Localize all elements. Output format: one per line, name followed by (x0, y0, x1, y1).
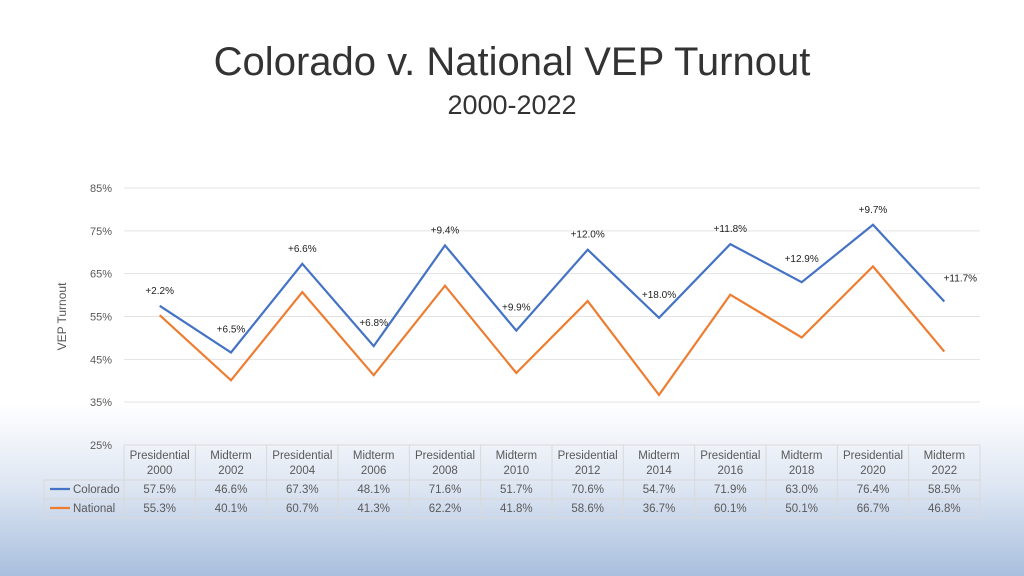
legend-label: Colorado (73, 484, 120, 496)
data-label: +18.0% (642, 290, 676, 301)
y-tick-label: 65% (90, 269, 112, 281)
table-cell: 76.4% (857, 484, 890, 496)
x-tick-label: 2000 (147, 465, 173, 477)
x-tick-label: Midterm (924, 450, 966, 462)
x-tick-label: Midterm (353, 450, 395, 462)
chart-title: Colorado v. National VEP Turnout (213, 40, 811, 84)
table-cell: 63.0% (785, 484, 818, 496)
table-cell: 41.8% (500, 503, 533, 515)
data-label: +9.4% (431, 225, 460, 236)
data-label: +12.0% (571, 230, 605, 241)
table-cell: 41.3% (357, 503, 390, 515)
x-tick-label: Presidential (272, 450, 332, 462)
data-label: +11.7% (944, 274, 978, 285)
series-line-colorado (159, 223, 946, 354)
data-label: +6.8% (359, 318, 388, 329)
table-cell: 60.1% (714, 503, 747, 515)
y-tick-label: 25% (90, 440, 112, 452)
x-tick-label: 2018 (789, 465, 815, 477)
x-tick-label: Midterm (781, 450, 823, 462)
x-tick-label: Presidential (843, 450, 903, 462)
table-cell: 58.5% (928, 484, 961, 496)
x-tick-label: Presidential (130, 450, 190, 462)
x-tick-label: 2002 (218, 465, 244, 477)
table-cell: 60.7% (286, 503, 319, 515)
table-cell: 57.5% (143, 484, 176, 496)
y-tick-label: 75% (90, 226, 112, 238)
x-tick-label: Presidential (700, 450, 760, 462)
chart-subtitle: 2000-2022 (447, 90, 577, 120)
x-tick-label: 2004 (290, 465, 316, 477)
table-cell: 54.7% (643, 484, 676, 496)
y-tick-label: 55% (90, 312, 112, 324)
x-tick-label: Midterm (496, 450, 538, 462)
data-label: +2.2% (145, 286, 174, 297)
x-tick-label: 2016 (718, 465, 744, 477)
x-tick-label: 2008 (432, 465, 458, 477)
x-tick-label: Presidential (415, 450, 475, 462)
y-axis-label: VEP Turnout (55, 282, 69, 350)
table-cell: 51.7% (500, 484, 533, 496)
table-cell: 70.6% (571, 484, 604, 496)
y-tick-label: 35% (90, 397, 112, 409)
table-cell: 46.6% (215, 484, 248, 496)
table-cell: 50.1% (785, 503, 818, 515)
x-tick-label: 2020 (860, 465, 886, 477)
data-label: +11.8% (714, 224, 748, 235)
data-label: +9.9% (502, 303, 531, 314)
x-tick-label: Midterm (638, 450, 680, 462)
x-tick-label: 2014 (646, 465, 672, 477)
table-cell: 58.6% (571, 503, 604, 515)
table-cell: 71.6% (429, 484, 462, 496)
legend-label: National (73, 503, 115, 515)
table-cell: 66.7% (857, 503, 890, 515)
data-label: +6.6% (288, 244, 317, 255)
x-tick-label: 2006 (361, 465, 387, 477)
table-cell: 48.1% (357, 484, 390, 496)
x-tick-label: 2010 (504, 465, 530, 477)
x-tick-label: Midterm (210, 450, 252, 462)
table-cell: 62.2% (429, 503, 462, 515)
x-tick-label: 2022 (932, 465, 958, 477)
y-tick-label: 85% (90, 183, 112, 195)
table-cell: 46.8% (928, 503, 961, 515)
table-cell: 71.9% (714, 484, 747, 496)
data-label: +6.5% (217, 324, 246, 335)
x-tick-label: Presidential (558, 450, 618, 462)
data-label: +12.9% (785, 254, 819, 265)
x-tick-label: 2012 (575, 465, 601, 477)
series-line-national (158, 264, 946, 397)
data-label: +9.7% (859, 205, 888, 216)
y-tick-label: 45% (90, 354, 112, 366)
table-cell: 40.1% (215, 503, 248, 515)
table-cell: 67.3% (286, 484, 319, 496)
table-cell: 36.7% (643, 503, 676, 515)
table-cell: 55.3% (143, 503, 176, 515)
